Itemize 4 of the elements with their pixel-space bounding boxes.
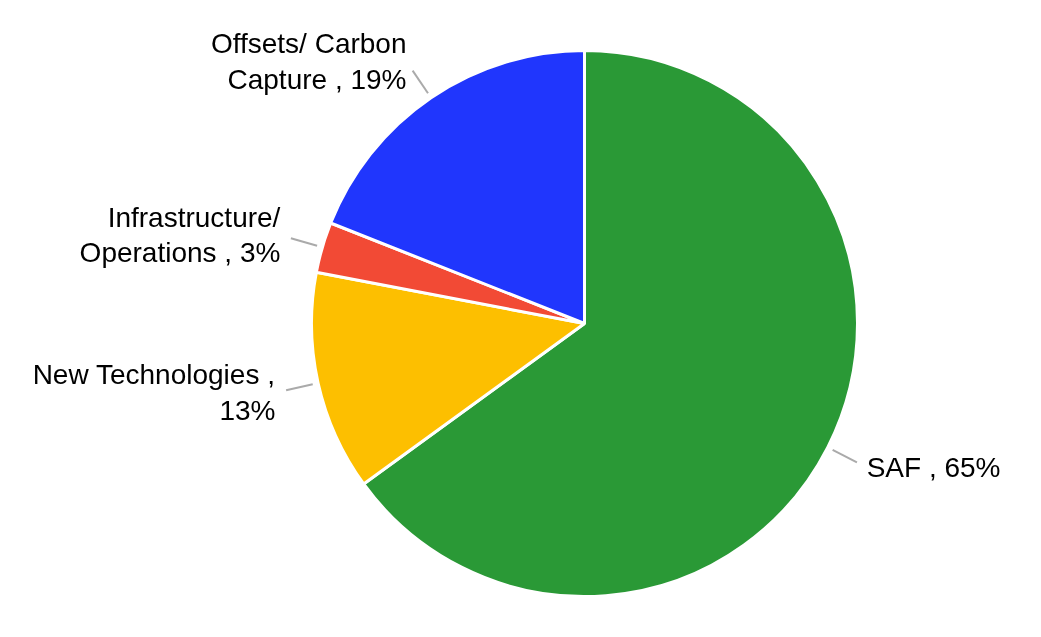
- slice-label: New Technologies , 13%: [32, 359, 276, 426]
- slice-label: Infrastructure/ Operations , 3%: [79, 201, 281, 269]
- slice-label: SAF , 65%: [866, 451, 1001, 483]
- slice-label: Offsets/ Carbon Capture , 19%: [210, 28, 407, 95]
